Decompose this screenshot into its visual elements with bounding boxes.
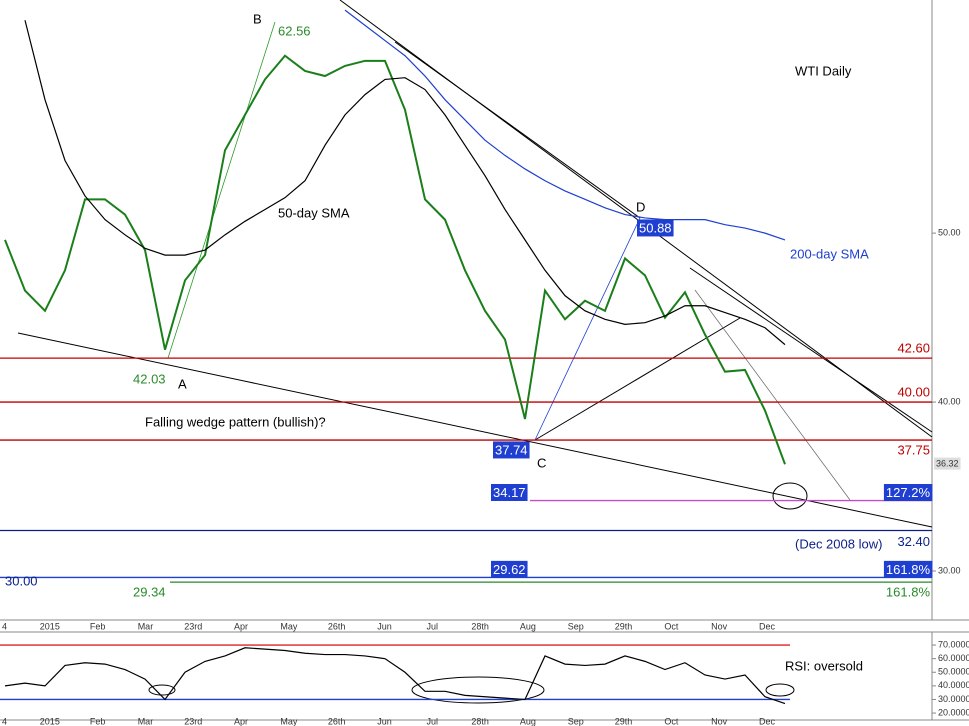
x-tick-label: Jun <box>377 621 392 631</box>
x-tick-label: 26th <box>328 716 346 726</box>
x-tick-label: 23rd <box>184 716 202 726</box>
x-tick-label: 4 <box>2 621 7 631</box>
x-tick-label: Aug <box>520 716 536 726</box>
ab-leg <box>167 21 276 359</box>
x-tick-label: 4 <box>2 716 7 726</box>
ratio-label: 127.2% <box>886 485 931 500</box>
annotation: Falling wedge pattern (bullish)? <box>145 414 326 429</box>
label-box <box>883 560 933 578</box>
level-label: 34.17 <box>493 485 526 500</box>
level-label: 37.75 <box>897 443 930 458</box>
y-tick-label: 50.00 <box>938 228 961 238</box>
ratio-label: 161.8% <box>886 585 931 600</box>
x-tick-label: Oct <box>664 621 679 631</box>
annotation: C <box>537 455 546 470</box>
label-box <box>493 441 530 459</box>
level-label: 29.62 <box>493 562 526 577</box>
trend-line <box>534 317 741 441</box>
annotation: (Dec 2008 low) <box>795 536 882 551</box>
x-tick-label: Mar <box>138 716 154 726</box>
annotation: B <box>253 11 262 26</box>
level-label: 40.00 <box>897 385 930 400</box>
y-tick-label: 20.0000 <box>938 707 969 717</box>
x-tick-label: Jul <box>427 716 439 726</box>
x-tick-label: 29th <box>615 621 633 631</box>
y-tick-label: 30.0000 <box>938 694 969 704</box>
x-tick-label: Sep <box>568 621 584 631</box>
level-label: 29.34 <box>133 585 166 600</box>
x-tick-label: 29th <box>615 716 633 726</box>
annotation: 42.03 <box>133 371 166 386</box>
label-box <box>934 457 961 470</box>
series-line <box>4 647 786 705</box>
y-tick-label: 30.00 <box>938 565 961 575</box>
annotation: D <box>636 199 645 214</box>
y-tick-label: 50.0000 <box>938 667 969 677</box>
x-tick-label: Feb <box>90 716 106 726</box>
x-tick-label: Dec <box>759 621 776 631</box>
annotation: 50.88 <box>639 220 672 235</box>
circle <box>772 482 808 510</box>
trend-line <box>394 41 641 219</box>
x-tick-label: May <box>280 621 298 631</box>
label-box <box>491 560 528 578</box>
y-tick-label: 70.0000 <box>938 639 969 649</box>
last-price: 36.32 <box>936 459 959 469</box>
trend-line <box>694 289 851 501</box>
x-tick-label: Apr <box>234 716 248 726</box>
x-tick-label: 26th <box>328 621 346 631</box>
x-tick-label: Nov <box>711 621 728 631</box>
x-tick-label: Jun <box>377 716 392 726</box>
y-tick-label: 60.0000 <box>938 653 969 663</box>
x-tick-label: 28th <box>471 716 489 726</box>
x-tick-label: Jul <box>427 621 439 631</box>
annotation: 62.56 <box>278 23 311 38</box>
label-box <box>637 219 674 237</box>
x-tick-label: 2015 <box>40 621 60 631</box>
label-box <box>883 483 933 501</box>
series-line <box>4 54 786 465</box>
annotation: A <box>178 376 187 391</box>
wedge-lower <box>17 332 933 528</box>
x-tick-label: Sep <box>568 716 584 726</box>
series-line <box>344 9 786 241</box>
level-label: 32.40 <box>897 534 930 549</box>
x-tick-label: Feb <box>90 621 106 631</box>
circle <box>765 683 795 697</box>
rsi-title: RSI: oversold <box>785 658 863 673</box>
x-tick-label: 2015 <box>40 716 60 726</box>
level-label: 42.60 <box>897 341 930 356</box>
ratio-label: 161.8% <box>886 562 931 577</box>
y-tick-label: 40.00 <box>938 396 961 406</box>
cd-leg <box>534 217 641 441</box>
circle <box>148 684 176 696</box>
series-label: 200-day SMA <box>790 246 869 261</box>
x-tick-label: 28th <box>471 621 489 631</box>
x-tick-label: Apr <box>234 621 248 631</box>
x-tick-label: Oct <box>664 716 679 726</box>
series-label: 50-day SMA <box>278 205 350 220</box>
x-tick-label: Nov <box>711 716 728 726</box>
x-tick-label: Mar <box>138 621 154 631</box>
label-box <box>491 483 528 501</box>
annotation: 30.00 <box>5 573 38 588</box>
y-tick-label: 40.0000 <box>938 680 969 690</box>
x-tick-label: Dec <box>759 716 776 726</box>
trend-line <box>689 267 933 433</box>
annotation: 37.74 <box>495 442 528 457</box>
x-tick-label: Aug <box>520 621 536 631</box>
chart-title: WTI Daily <box>795 63 852 78</box>
series-line <box>24 20 786 346</box>
x-tick-label: 23rd <box>184 621 202 631</box>
circle <box>411 676 545 704</box>
x-tick-label: May <box>280 716 298 726</box>
